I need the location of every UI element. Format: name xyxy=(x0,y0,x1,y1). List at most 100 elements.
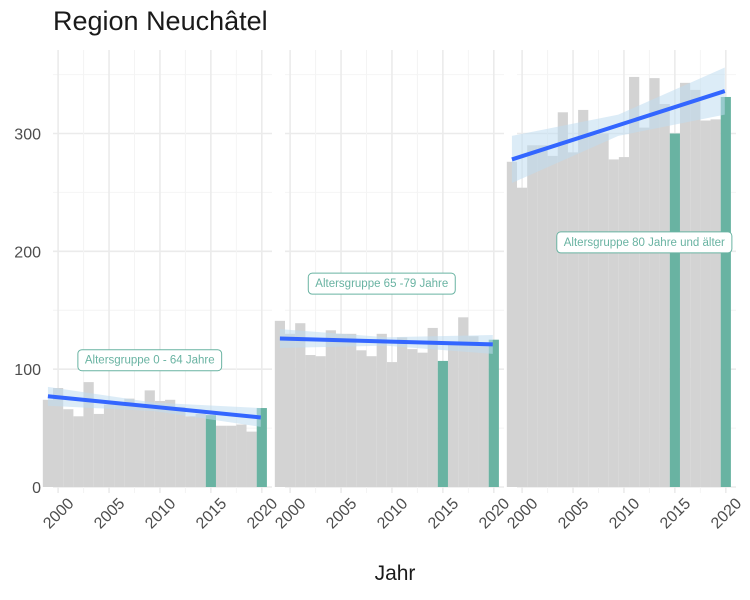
x-tick-label: 2010 xyxy=(374,495,411,532)
x-tick-label: 2020 xyxy=(476,495,513,532)
bar xyxy=(185,416,196,487)
bar xyxy=(295,323,306,487)
panel-label-text: Altersgruppe 0 - 64 Jahre xyxy=(85,355,215,367)
bar xyxy=(700,120,711,487)
bar xyxy=(53,388,64,487)
y-tick-label: 0 xyxy=(32,480,41,497)
bar xyxy=(103,404,115,487)
panel-label: Altersgruppe 80 Jahre und älter xyxy=(556,231,733,254)
bar xyxy=(215,425,227,487)
bar xyxy=(407,349,418,487)
bar xyxy=(710,119,721,488)
panel-label: Altersgruppe 0 - 64 Jahre xyxy=(77,349,223,372)
bar xyxy=(649,78,660,487)
x-tick-label: 2010 xyxy=(142,495,179,532)
bar xyxy=(274,320,285,487)
x-tick-label: 2020 xyxy=(244,495,281,532)
x-tick-label: 2015 xyxy=(425,495,462,532)
panel-3: Altersgruppe 80 Jahre und älter 2000 2005 2… xyxy=(504,50,745,532)
bar xyxy=(547,155,558,487)
bar xyxy=(63,409,74,487)
bar xyxy=(527,145,538,488)
bar xyxy=(165,399,176,487)
bar xyxy=(567,152,579,487)
bar xyxy=(506,161,517,487)
x-tick-label: 2000 xyxy=(40,495,77,532)
y-tick-label: 200 xyxy=(14,244,41,261)
x-tick-label: 2015 xyxy=(193,495,230,532)
bar xyxy=(588,134,599,487)
panel-2: Altersgruppe 65 -79 Jahre 2000 2005 2010 201… xyxy=(272,50,513,532)
bar xyxy=(608,159,619,487)
bar xyxy=(134,404,145,487)
bar xyxy=(42,399,53,487)
x-tick-label: 2005 xyxy=(555,495,592,532)
bar xyxy=(315,356,326,487)
x-axis-title: Jahr xyxy=(374,562,416,585)
panel-label-text: Altersgruppe 80 Jahre und älter xyxy=(564,237,725,249)
trend-line xyxy=(511,89,726,162)
bar-highlight xyxy=(437,360,448,487)
bar-highlight xyxy=(256,408,267,487)
bar xyxy=(335,333,347,487)
bar xyxy=(427,327,438,487)
bar xyxy=(417,352,428,487)
bar xyxy=(557,112,568,487)
bar-highlight xyxy=(720,96,731,487)
bar xyxy=(458,317,469,487)
bar xyxy=(397,337,408,487)
bar xyxy=(325,330,336,487)
bar xyxy=(366,356,377,487)
bar xyxy=(246,431,257,487)
bar xyxy=(195,413,206,487)
chart-title: Region Neuchâtel xyxy=(53,6,268,36)
bar xyxy=(629,76,640,487)
bar xyxy=(618,157,630,488)
bar xyxy=(578,109,589,487)
bar xyxy=(73,416,84,487)
trend-line xyxy=(47,394,261,420)
x-tick-label: 2020 xyxy=(708,495,745,532)
panel-label-box xyxy=(77,349,223,372)
bar xyxy=(93,413,104,487)
trend-line xyxy=(279,336,493,347)
bar xyxy=(346,333,357,487)
x-tick-label: 2005 xyxy=(323,495,360,532)
bar xyxy=(517,187,528,487)
y-tick-label: 100 xyxy=(14,362,41,379)
x-tick-label: 2000 xyxy=(504,495,541,532)
bar xyxy=(356,350,367,487)
bar xyxy=(478,343,489,487)
bar xyxy=(537,145,548,488)
bar xyxy=(236,424,247,487)
bar xyxy=(468,336,479,487)
bar xyxy=(598,133,609,487)
bar xyxy=(679,82,691,487)
x-tick-label: 2000 xyxy=(272,495,309,532)
bar-highlight xyxy=(205,415,216,487)
bar xyxy=(114,404,125,487)
bar xyxy=(386,362,398,487)
bar xyxy=(376,333,387,487)
panel-label-box xyxy=(556,231,733,254)
bar xyxy=(154,400,166,487)
x-tick-label: 2015 xyxy=(657,495,694,532)
bar xyxy=(447,344,459,487)
bar-highlight xyxy=(488,339,499,487)
bar xyxy=(175,406,186,487)
x-tick-label: 2005 xyxy=(91,495,128,532)
bar xyxy=(659,104,670,488)
bar xyxy=(124,398,135,487)
panel-1: Altersgruppe 0 - 64 Jahre 2000 2005 2010 201… xyxy=(40,50,281,532)
panel-label-text: Altersgruppe 65 -79 Jahre xyxy=(315,278,448,290)
x-tick-label: 2010 xyxy=(606,495,643,532)
bar xyxy=(639,127,650,487)
bar xyxy=(226,425,237,487)
y-tick-label: 300 xyxy=(14,127,41,144)
panel-label-box xyxy=(307,272,456,295)
bar-highlight xyxy=(669,133,680,487)
bar xyxy=(83,382,94,487)
bar xyxy=(285,333,296,487)
bar xyxy=(690,89,701,487)
